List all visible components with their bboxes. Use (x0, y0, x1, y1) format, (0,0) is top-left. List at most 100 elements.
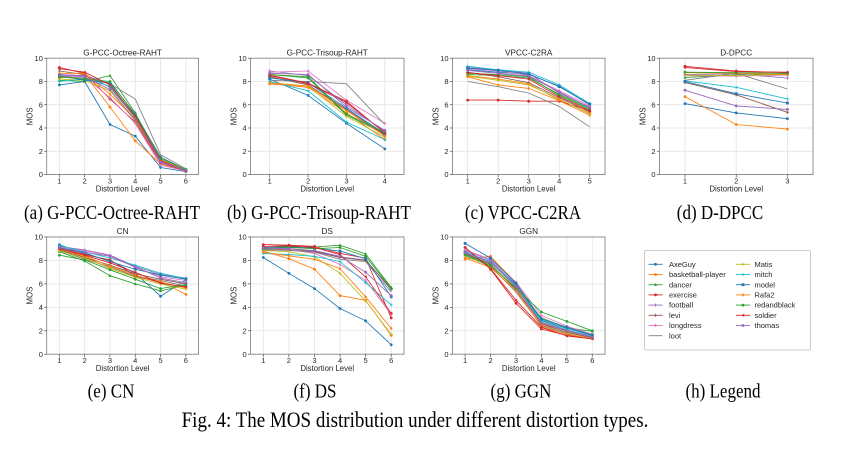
svg-text:0: 0 (444, 350, 448, 359)
svg-text:4: 4 (557, 176, 561, 185)
svg-text:0: 0 (39, 350, 43, 359)
svg-text:3: 3 (785, 176, 789, 185)
svg-text:5: 5 (158, 356, 162, 365)
svg-text:8: 8 (243, 77, 247, 86)
svg-text:(g) GGN: (g) GGN (491, 380, 552, 403)
svg-text:3: 3 (312, 356, 316, 365)
svg-text:2: 2 (83, 176, 87, 185)
svg-text:4: 4 (539, 356, 543, 365)
svg-text:2: 2 (287, 356, 291, 365)
svg-text:4: 4 (243, 303, 247, 312)
svg-text:10: 10 (238, 54, 246, 63)
svg-text:5: 5 (588, 176, 592, 185)
svg-text:6: 6 (184, 356, 188, 365)
svg-text:(f) DS: (f) DS (294, 380, 337, 403)
svg-text:Distortion Level: Distortion Level (502, 185, 556, 194)
svg-text:basketball-player: basketball-player (669, 270, 726, 279)
svg-text:6: 6 (444, 280, 448, 289)
svg-text:8: 8 (651, 77, 655, 86)
svg-text:Rafa2: Rafa2 (755, 291, 775, 300)
svg-text:5: 5 (364, 356, 368, 365)
svg-text:4: 4 (444, 124, 448, 133)
svg-text:exercise: exercise (669, 291, 697, 300)
svg-text:1: 1 (57, 176, 61, 185)
svg-text:loot: loot (669, 331, 682, 340)
svg-text:4: 4 (133, 356, 137, 365)
svg-text:3: 3 (527, 176, 531, 185)
svg-text:6: 6 (590, 356, 594, 365)
svg-text:1: 1 (466, 176, 470, 185)
svg-text:2: 2 (243, 147, 247, 156)
svg-text:2: 2 (496, 176, 500, 185)
svg-text:Fig. 4: The MOS distribution u: Fig. 4: The MOS distribution under diffe… (182, 409, 649, 432)
svg-text:8: 8 (39, 256, 43, 265)
svg-text:1: 1 (463, 356, 467, 365)
svg-text:2: 2 (651, 147, 655, 156)
svg-text:4: 4 (39, 303, 43, 312)
svg-text:6: 6 (444, 100, 448, 109)
svg-text:0: 0 (444, 170, 448, 179)
svg-text:G-PCC-Octree-RAHT: G-PCC-Octree-RAHT (83, 48, 162, 57)
svg-text:4: 4 (133, 176, 137, 185)
svg-text:6: 6 (184, 176, 188, 185)
svg-text:Distortion Level: Distortion Level (502, 364, 556, 373)
svg-text:(a) G-PCC-Octree-RAHT: (a) G-PCC-Octree-RAHT (24, 202, 201, 225)
svg-text:G-PCC-Trisoup-RAHT: G-PCC-Trisoup-RAHT (287, 48, 368, 57)
svg-text:0: 0 (39, 170, 43, 179)
svg-text:2: 2 (488, 356, 492, 365)
svg-text:3: 3 (108, 356, 112, 365)
svg-text:2: 2 (306, 176, 310, 185)
svg-text:GGN: GGN (519, 227, 538, 236)
svg-text:Distortion Level: Distortion Level (96, 364, 150, 373)
svg-text:(h) Legend: (h) Legend (686, 380, 762, 403)
svg-text:3: 3 (514, 356, 518, 365)
svg-text:longdress: longdress (669, 321, 702, 330)
svg-text:levi: levi (669, 311, 681, 320)
svg-text:model: model (755, 280, 776, 289)
svg-text:4: 4 (651, 124, 655, 133)
svg-text:MOS: MOS (26, 107, 35, 125)
svg-text:3: 3 (108, 176, 112, 185)
svg-text:10: 10 (35, 54, 43, 63)
svg-text:soldier: soldier (755, 311, 778, 320)
svg-text:VPCC-C2RA: VPCC-C2RA (505, 48, 553, 57)
svg-text:MOS: MOS (431, 287, 440, 305)
svg-text:8: 8 (444, 77, 448, 86)
svg-text:(d) D-DPCC: (d) D-DPCC (677, 202, 763, 225)
svg-text:0: 0 (651, 170, 655, 179)
svg-text:10: 10 (647, 54, 655, 63)
svg-text:CN: CN (117, 227, 129, 236)
svg-text:thomas: thomas (755, 321, 780, 330)
svg-text:Matis: Matis (755, 260, 773, 269)
svg-text:dancer: dancer (669, 280, 692, 289)
svg-text:1: 1 (261, 356, 265, 365)
svg-text:1: 1 (683, 176, 687, 185)
svg-text:4: 4 (39, 124, 43, 133)
svg-text:MOS: MOS (638, 107, 647, 125)
svg-text:8: 8 (444, 256, 448, 265)
svg-text:2: 2 (444, 326, 448, 335)
svg-text:1: 1 (57, 356, 61, 365)
svg-text:MOS: MOS (230, 287, 239, 305)
svg-text:8: 8 (243, 256, 247, 265)
svg-text:football: football (669, 301, 694, 310)
svg-text:5: 5 (565, 356, 569, 365)
svg-text:2: 2 (444, 147, 448, 156)
svg-text:6: 6 (651, 100, 655, 109)
svg-text:6: 6 (243, 100, 247, 109)
svg-text:10: 10 (440, 233, 448, 242)
svg-text:(b) G-PCC-Trisoup-RAHT: (b) G-PCC-Trisoup-RAHT (227, 202, 411, 225)
svg-text:2: 2 (734, 176, 738, 185)
svg-text:MOS: MOS (431, 107, 440, 125)
svg-text:4: 4 (444, 303, 448, 312)
svg-text:10: 10 (238, 233, 246, 242)
svg-text:DS: DS (322, 227, 334, 236)
svg-text:2: 2 (243, 326, 247, 335)
svg-text:Distortion Level: Distortion Level (96, 185, 150, 194)
svg-text:0: 0 (243, 350, 247, 359)
svg-text:6: 6 (39, 280, 43, 289)
svg-text:4: 4 (383, 176, 387, 185)
svg-text:6: 6 (389, 356, 393, 365)
svg-text:2: 2 (83, 356, 87, 365)
svg-text:Distortion Level: Distortion Level (300, 364, 354, 373)
